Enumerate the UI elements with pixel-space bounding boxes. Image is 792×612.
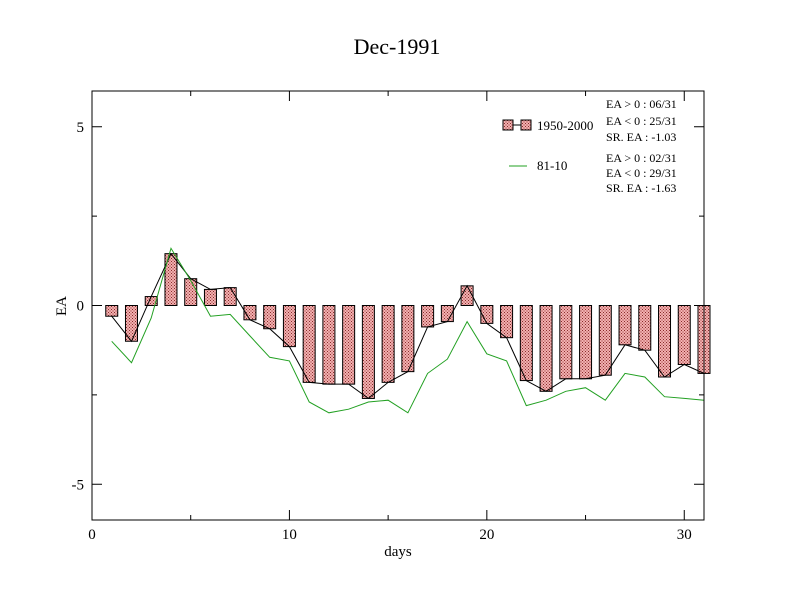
lines-group [111,247,705,414]
stats-81-10-line-3: SR. EA : -1.63 [606,181,676,195]
y-tick-label: 0 [77,299,85,315]
bar-day-22 [519,305,533,382]
legend-label-81-10: 81-10 [537,158,567,173]
x-tick-label: 10 [282,527,297,543]
series-line-1950-2000 [111,252,705,400]
bar-day-24 [559,305,573,380]
x-tick-label: 0 [88,527,96,543]
bar-day-30 [677,305,691,365]
x-axis-label: days [384,544,412,560]
stats-1950-2000-line-2: EA < 0 : 25/31 [606,114,677,128]
legend-swatch-1950-2000-right [520,119,532,131]
bar-day-25 [579,305,593,380]
bar-day-13 [342,305,356,385]
x-tick-label: 20 [479,527,494,543]
bar-day-10 [282,305,296,348]
bar-day-27 [618,305,632,346]
bar-day-21 [500,305,514,339]
legend-label-1950-2000: 1950-2000 [537,118,593,133]
stats-81-10-line-1: EA > 0 : 02/31 [606,151,677,165]
series-line-81-10 [111,247,705,414]
bar-day-6 [203,288,217,307]
stats-81-10-line-2: EA < 0 : 29/31 [606,166,677,180]
y-tick-label: -5 [72,477,85,493]
bar-day-19 [460,285,474,306]
x-tick-label: 30 [677,527,692,543]
bar-day-11 [302,305,316,383]
bar-day-17 [421,305,435,328]
legend: 1950-2000 81-10 EA > 0 : 06/31 EA < 0 : … [502,97,677,195]
legend-swatch-1950-2000-left [502,119,514,131]
bar-day-23 [539,305,553,392]
chart-title: Dec-1991 [354,34,441,59]
bar-day-1 [105,305,119,317]
bar-day-5 [184,278,198,306]
bar-day-28 [638,305,652,351]
bar-day-26 [598,305,612,376]
y-axis-label: EA [54,296,70,316]
bars-group [105,253,711,399]
bar-day-9 [263,305,277,330]
stats-1950-2000-line-3: SR. EA : -1.03 [606,130,676,144]
bar-day-14 [361,305,375,399]
stats-1950-2000-line-1: EA > 0 : 06/31 [606,97,677,111]
bar-day-29 [658,305,672,378]
bar-day-15 [381,305,395,383]
ticks-group: 0 10 20 30 5 0 -5 [72,91,704,543]
bar-day-12 [322,305,336,385]
y-tick-label: 5 [77,120,85,136]
bar-day-7 [223,287,237,306]
